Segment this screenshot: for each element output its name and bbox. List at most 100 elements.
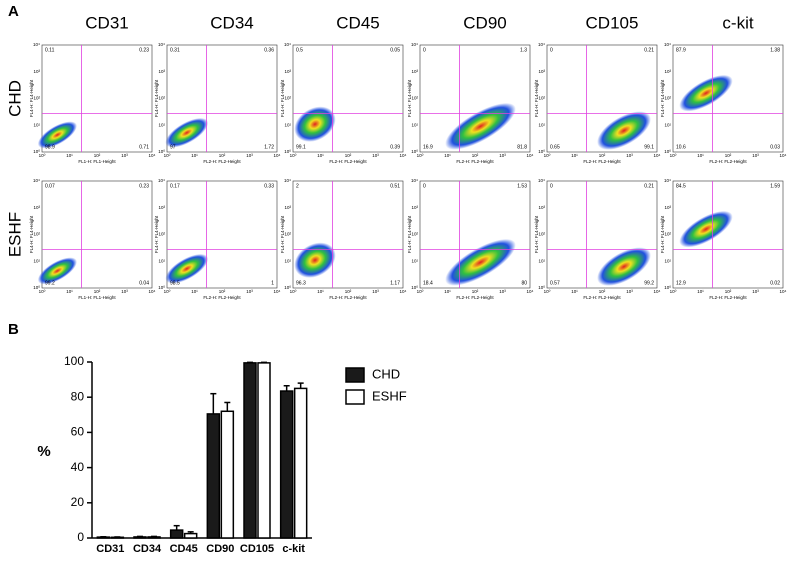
x-tick-label: 10²	[345, 153, 352, 158]
x-tick-label: 10²	[725, 289, 732, 294]
quadrant-value: 0.71	[139, 144, 149, 150]
y-tick-label: 10³	[664, 205, 671, 210]
quadrant-value: 84.5	[676, 183, 686, 189]
y-tick-label: 10⁴	[411, 178, 418, 183]
x-tick-label: 10³	[752, 289, 759, 294]
y-axis-label: FL4-H: FL4-Height	[534, 79, 539, 117]
quadrant-value: 96.3	[296, 280, 306, 286]
quadrant-value: 98.5	[170, 280, 180, 286]
bar	[293, 387, 308, 539]
x-tick-label: 10¹	[317, 153, 324, 158]
cell-cloud	[597, 111, 651, 150]
y-tick-label: 10⁴	[33, 178, 40, 183]
y-tick-label: 10⁰	[158, 149, 165, 154]
column-title: CD90	[463, 13, 506, 32]
cell-cloud	[37, 257, 77, 285]
x-tick-label: 10⁰	[290, 153, 297, 158]
x-tick-label: 10²	[599, 153, 606, 158]
y-tick-label: 10³	[664, 69, 671, 74]
x-tick-label: 10¹	[444, 289, 451, 294]
x-tick-label: CD90	[206, 543, 234, 555]
panel-label: B	[8, 321, 19, 338]
y-tick-label: 10³	[411, 205, 418, 210]
y-tick-label: 10³	[158, 69, 165, 74]
y-tick-label: 10³	[158, 205, 165, 210]
y-axis-label: FL4-H: FL4-Height	[407, 79, 412, 117]
quadrant-value: 97	[170, 144, 176, 150]
quadrant-value: 87.9	[676, 47, 686, 53]
x-tick-label: 10⁴	[149, 153, 156, 158]
column-title: CD31	[85, 13, 128, 32]
y-tick-label: 80	[71, 389, 85, 403]
x-tick-label: 10¹	[66, 153, 73, 158]
y-tick-label: 10⁰	[158, 285, 165, 290]
y-tick-label: 10²	[664, 232, 671, 237]
bar	[220, 410, 235, 539]
y-tick-label: 10²	[158, 232, 165, 237]
column-title: CD34	[210, 13, 253, 32]
y-tick-label: 60	[71, 425, 85, 439]
x-axis-label: FL2-H: FL2-Height	[709, 295, 747, 300]
y-tick-label: 10⁰	[284, 285, 291, 290]
x-tick-label: 10⁴	[654, 289, 661, 294]
quadrant-value: 99.1	[296, 144, 306, 150]
x-axis-label: FL2-H: FL2-Height	[583, 295, 621, 300]
y-axis-label: FL4-H: FL4-Height	[154, 215, 159, 253]
y-tick-label: 10⁰	[33, 149, 40, 154]
cell-cloud	[679, 210, 733, 248]
quadrant-value: 81.8	[517, 144, 527, 150]
y-tick-label: 10³	[33, 205, 40, 210]
quadrant-value: 0.57	[550, 280, 560, 286]
cell-cloud	[294, 242, 336, 278]
y-tick-label: 10⁰	[33, 285, 40, 290]
cell-cloud	[597, 247, 651, 286]
quadrant-value: 0.36	[264, 47, 274, 53]
x-tick-label: 10³	[372, 153, 379, 158]
x-tick-label: 10⁰	[670, 289, 677, 294]
y-tick-label: 10⁴	[158, 178, 165, 183]
bar	[206, 413, 221, 539]
x-tick-label: 10³	[121, 289, 128, 294]
x-tick-label: 10⁴	[400, 153, 407, 158]
x-tick-label: 10⁰	[290, 289, 297, 294]
y-axis-label: FL4-H: FL4-Height	[534, 215, 539, 253]
quadrant-value: 1	[271, 280, 274, 286]
quadrant-value: 0.03	[770, 144, 780, 150]
y-tick-label: 10⁴	[33, 42, 40, 47]
x-tick-label: CD105	[240, 543, 274, 555]
quadrant-value: 1.53	[517, 183, 527, 189]
x-tick-label: 10⁴	[654, 153, 661, 158]
y-axis-label: FL4-H: FL4-Height	[280, 215, 285, 253]
quadrant-value: 10.6	[676, 144, 686, 150]
column-title: CD105	[586, 13, 639, 32]
y-tick-label: 20	[71, 495, 85, 509]
quadrant-value: 1.59	[770, 183, 780, 189]
bar	[243, 362, 257, 539]
x-tick-label: 10¹	[571, 289, 578, 294]
y-tick-label: 10¹	[664, 122, 671, 127]
x-tick-label: 10²	[219, 153, 226, 158]
x-tick-label: 10⁰	[544, 289, 551, 294]
y-tick-label: 10⁴	[284, 42, 291, 47]
row-label: ESHF	[5, 212, 24, 257]
y-tick-label: 10⁰	[411, 285, 418, 290]
y-tick-label: 10⁴	[284, 178, 291, 183]
y-tick-label: 10²	[284, 96, 291, 101]
x-axis-label: FL2-H: FL2-Height	[456, 295, 494, 300]
y-tick-label: 10¹	[411, 122, 418, 127]
x-axis-label: FL2-H: FL2-Height	[203, 159, 241, 164]
quadrant-value: 0	[423, 47, 426, 53]
x-tick-label: 10¹	[571, 153, 578, 158]
y-tick-label: 10²	[664, 96, 671, 101]
x-tick-label: 10⁰	[164, 153, 171, 158]
y-tick-label: 10⁰	[284, 149, 291, 154]
legend-swatch	[345, 367, 365, 383]
y-tick-label: 10⁰	[664, 285, 671, 290]
row-label: CHD	[5, 80, 24, 117]
cell-cloud	[679, 74, 733, 112]
quadrant-value: 99.1	[644, 144, 654, 150]
x-tick-label: 10⁰	[417, 153, 424, 158]
quadrant-value: 0.5	[296, 47, 303, 53]
x-tick-label: 10⁰	[39, 289, 46, 294]
y-tick-label: 10⁴	[664, 178, 671, 183]
